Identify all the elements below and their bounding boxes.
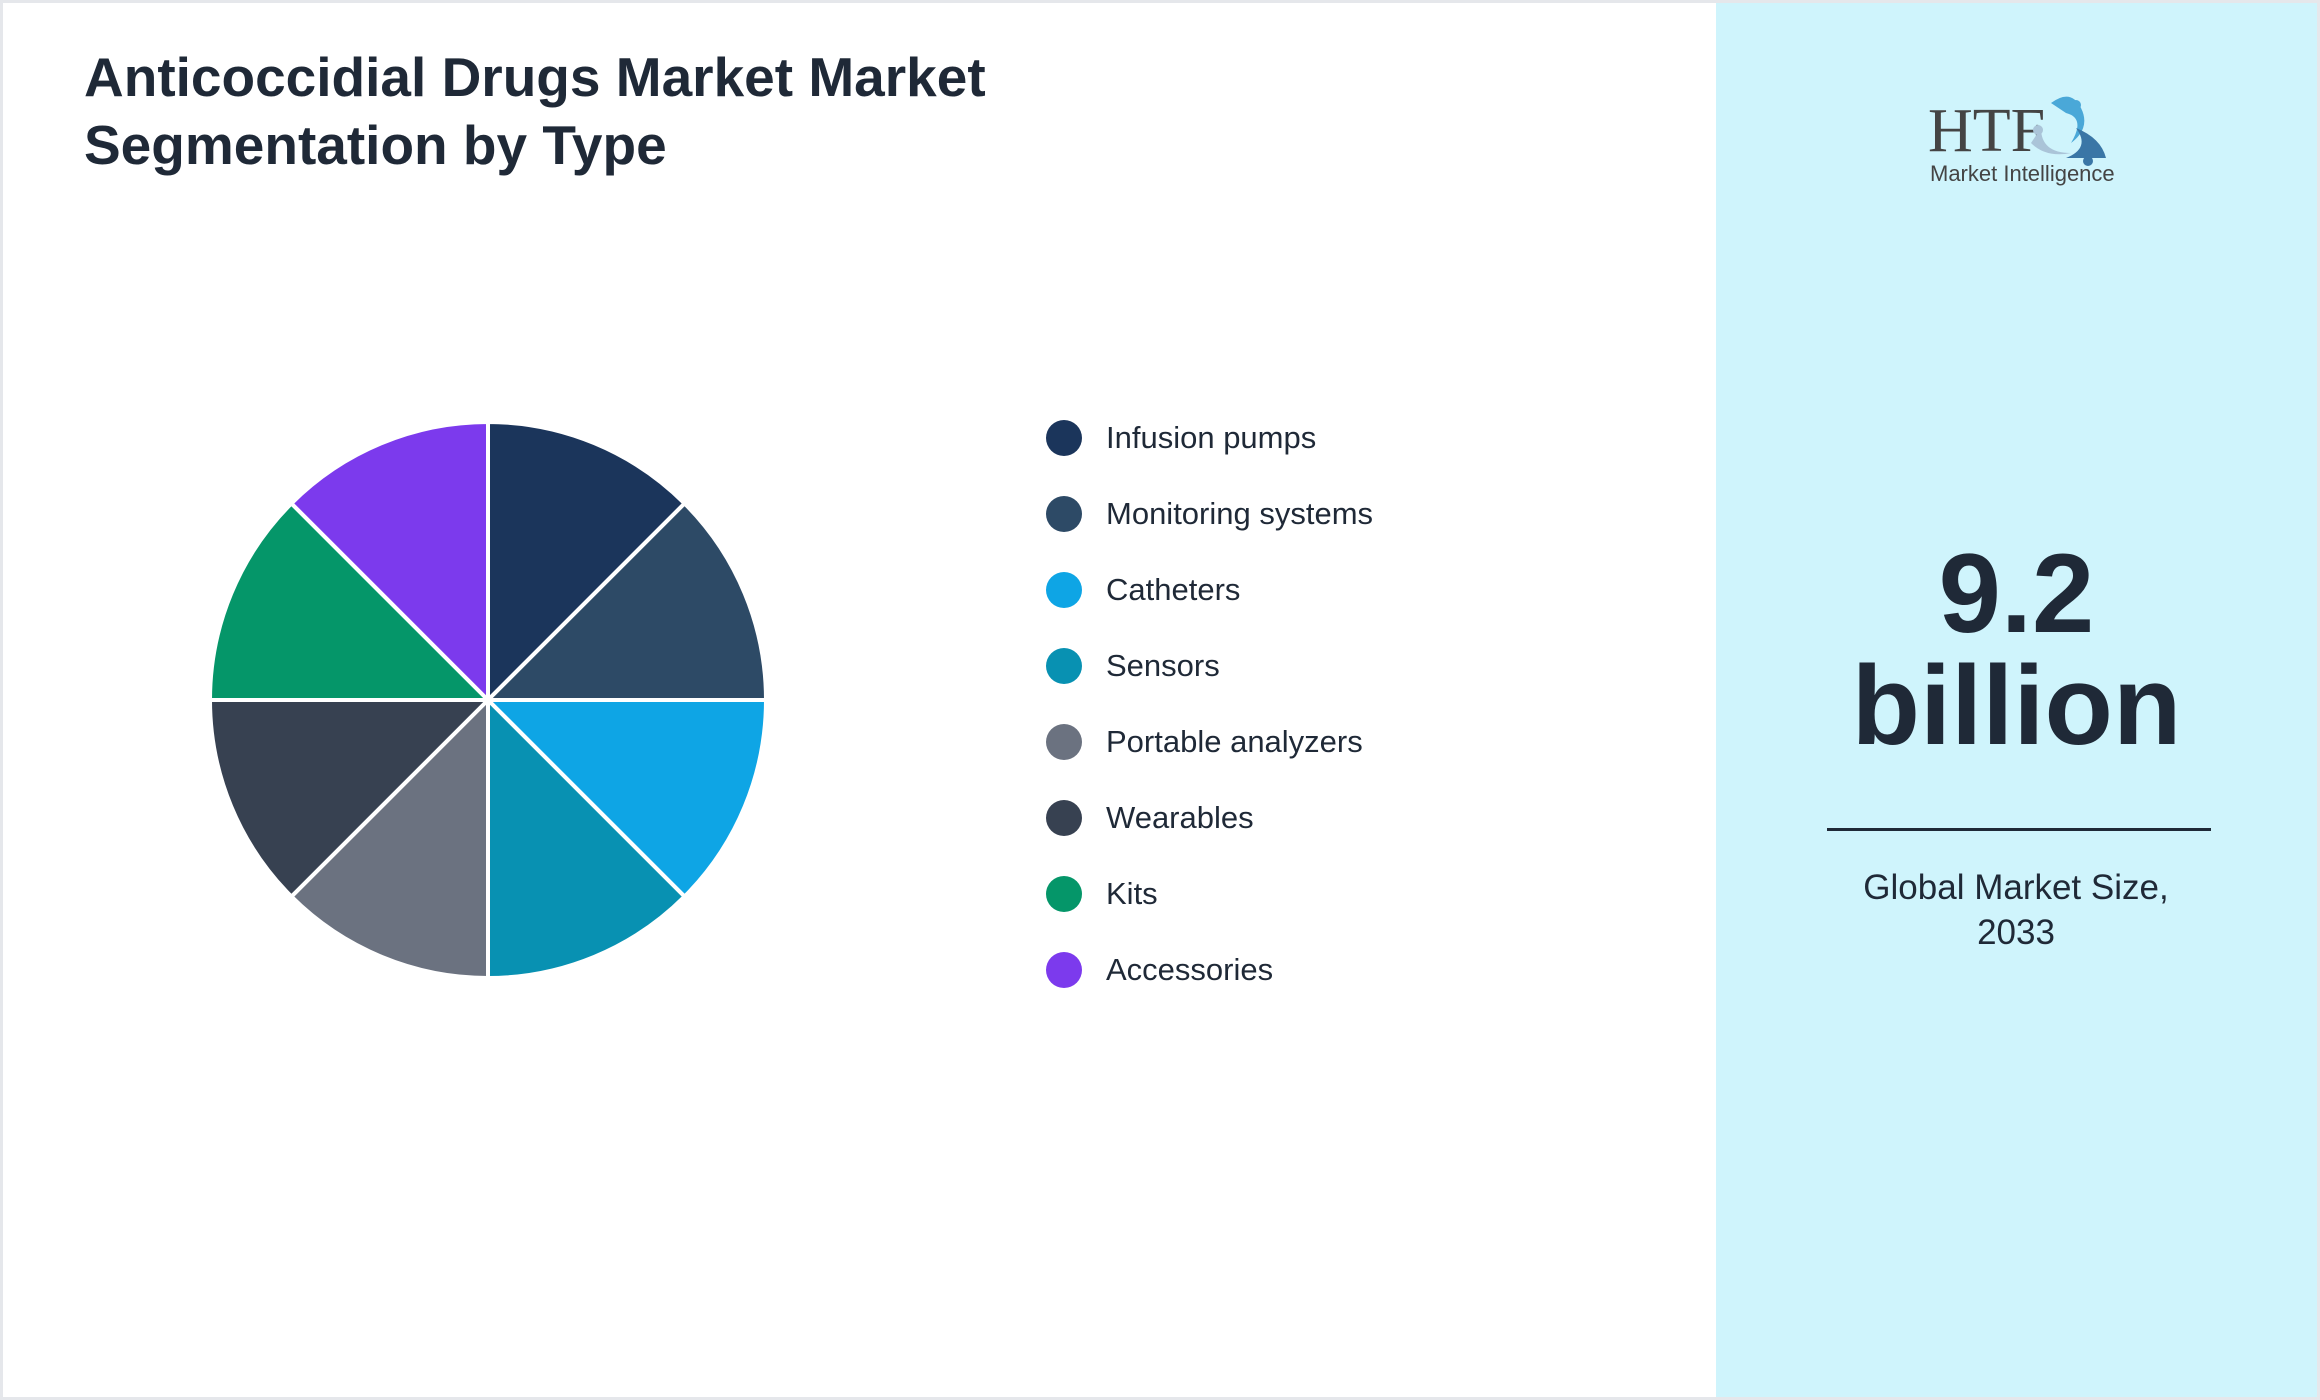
pie-slice-sensors [486, 695, 688, 981]
legend-swatch [1046, 952, 1082, 988]
legend-swatch [1046, 800, 1082, 836]
legend-label: Portable analyzers [1106, 724, 1363, 759]
legend-swatch [1046, 496, 1082, 532]
chart-panel: Anticoccidial Drugs Market Market Segmen… [3, 3, 1716, 1397]
pie-slice-kits [207, 500, 493, 702]
legend-label: Sensors [1106, 648, 1220, 683]
legend-swatch [1046, 724, 1082, 760]
legend-label: Monitoring systems [1106, 496, 1374, 531]
legend-label: Catheters [1106, 572, 1241, 607]
market-size-value: 9.2 billion [1716, 538, 2317, 762]
caption-line-2: 2033 [1977, 913, 2055, 952]
pie-slice-catheters [483, 698, 769, 900]
legend-item: Accessories [1046, 932, 1373, 1008]
market-size-number: 9.2 [1938, 531, 2095, 656]
divider [1827, 828, 2211, 831]
legend-label: Infusion pumps [1106, 420, 1317, 455]
htf-logo: HTF Market Intelligence [1928, 96, 2115, 186]
market-size-unit: billion [1851, 643, 2182, 768]
legend-swatch [1046, 648, 1082, 684]
legend-item: Kits [1046, 856, 1373, 932]
infographic-card: Anticoccidial Drugs Market Market Segmen… [3, 3, 2317, 1397]
legend-swatch [1046, 876, 1082, 912]
svg-text:Market Intelligence: Market Intelligence [1930, 161, 2115, 186]
pie-slice-portable-analyzers [288, 695, 490, 981]
legend-item: Wearables [1046, 780, 1373, 856]
legend-swatch [1046, 572, 1082, 608]
legend-item: Sensors [1046, 628, 1373, 704]
pie-slice-accessories [288, 419, 490, 705]
pie-chart [207, 419, 769, 981]
pie-slice-infusion-pumps [486, 419, 688, 705]
legend-item: Catheters [1046, 552, 1373, 628]
pie-slice-wearables [207, 698, 493, 900]
chart-title: Anticoccidial Drugs Market Market Segmen… [84, 46, 986, 176]
market-size-caption: Global Market Size, 2033 [1816, 865, 2216, 955]
legend-item: Portable analyzers [1046, 704, 1373, 780]
kpi-panel: HTF Market Intelligence 9.2 billion Glob… [1716, 3, 2317, 1397]
caption-line-1: Global Market Size, [1863, 868, 2169, 907]
svg-text:HTF: HTF [1928, 97, 2045, 165]
legend-label: Accessories [1106, 952, 1274, 987]
legend-label: Kits [1106, 876, 1158, 911]
legend-label: Wearables [1106, 800, 1254, 835]
legend-swatch [1046, 420, 1082, 456]
legend-item: Infusion pumps [1046, 400, 1373, 476]
legend-item: Monitoring systems [1046, 476, 1373, 552]
pie-slice-monitoring-systems [483, 500, 769, 702]
legend: Infusion pumps Monitoring systems Catheter… [1046, 400, 1373, 1008]
